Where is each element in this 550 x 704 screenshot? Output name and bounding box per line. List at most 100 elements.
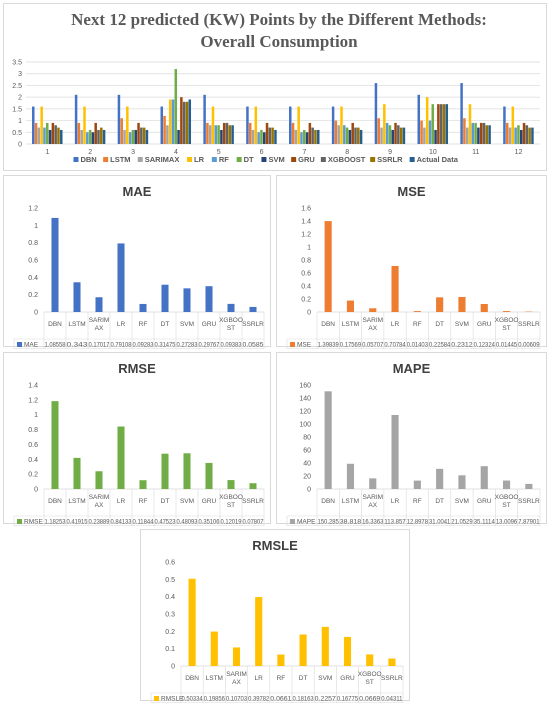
legend-label: RF — [219, 155, 229, 164]
bar-xgboost — [54, 125, 57, 144]
bar-rf — [139, 303, 147, 312]
legend-swatch — [154, 696, 159, 701]
bar-xgboost — [482, 122, 486, 144]
bar-lr — [168, 99, 172, 144]
x-tick-label: XGBOO — [219, 317, 243, 324]
y-tick-label: 140 — [299, 396, 311, 403]
x-tick-label: SVM — [180, 321, 194, 328]
bar-lstm — [346, 300, 355, 312]
bar-rf — [43, 127, 46, 144]
x-tick-label: SARIM — [362, 317, 383, 324]
data-table-value: 0.47523 — [155, 519, 177, 526]
data-table-value: 0.12019 — [221, 519, 243, 526]
bar-lstm — [463, 118, 466, 144]
x-tick-label: DBN — [48, 321, 62, 328]
x-tick-label: SARIM — [362, 494, 383, 501]
x-tick-label: DBN — [48, 498, 62, 505]
bar-dbn — [324, 391, 332, 489]
x-tick-label: GRU — [340, 675, 355, 682]
bar-svm — [183, 453, 191, 489]
x-tick-label: ST — [502, 502, 510, 509]
bar-svm — [321, 626, 329, 666]
data-table-value: 35.1114 — [474, 519, 496, 526]
bar-dbn — [460, 83, 463, 144]
data-table-value: 0.27283 — [177, 342, 199, 349]
bar-svm — [348, 129, 352, 144]
x-tick-label: DBN — [321, 321, 335, 328]
bar-rf — [139, 480, 147, 489]
bar-ssrlr — [399, 127, 403, 144]
data-table-value: 0.2312 — [451, 342, 473, 349]
bar-gru — [522, 122, 526, 144]
x-tick-label: ST — [366, 679, 374, 686]
bar-dt — [174, 69, 178, 144]
x-tick-label: 2 — [88, 149, 92, 156]
bar-xgboost — [502, 311, 511, 312]
x-tick-label: AX — [232, 679, 241, 686]
x-tick-label: SVM — [455, 498, 469, 505]
bar-dt — [161, 453, 169, 489]
legend-label: GRU — [298, 155, 315, 164]
bar-lr — [383, 104, 386, 144]
data-table-value: 31.0041 — [429, 519, 451, 526]
y-tick-label: 1 — [18, 118, 22, 125]
bar-dbn — [188, 578, 196, 666]
x-tick-label: SVM — [455, 321, 469, 328]
bar-ssrlr — [249, 483, 257, 489]
bar-svm — [477, 127, 480, 144]
rmsle-chart-svg: 0 0.1 0.2 0.3 0.4 0.5 0.6 DBN 0.50334 LSTM 0.19856… — [150, 560, 404, 703]
x-tick-label: 12 — [515, 149, 523, 156]
x-tick-label: 7 — [302, 149, 306, 156]
bar-sarimax — [80, 129, 83, 144]
y-tick-label: 0.6 — [165, 560, 175, 567]
bar-actual-data — [488, 125, 491, 144]
legend-swatch — [187, 157, 193, 162]
bar-xgboost — [366, 654, 374, 666]
x-tick-label: 10 — [429, 149, 437, 156]
bar-dbn — [324, 221, 332, 312]
x-tick-label: GRU — [477, 498, 492, 505]
rmse-chart-title: RMSE — [118, 361, 156, 376]
legend-swatch — [211, 157, 217, 162]
data-table-value: 0.31475 — [155, 342, 177, 349]
bar-rf — [514, 127, 517, 144]
legend-label: SSRLR — [377, 155, 403, 164]
data-table-value: 0.17017 — [89, 342, 111, 349]
bar-ssrlr — [485, 125, 489, 144]
mae-chart-panel: MAE 0 0.2 0.4 0.6 0.8 1 1.2 DBN 1.08558 LSTM 0.343… — [3, 175, 271, 349]
bar-svm — [262, 132, 266, 144]
bar-lstm — [73, 457, 81, 489]
mse-chart-title: MSE — [397, 184, 426, 199]
mse-chart-svg: 0 0.2 0.4 0.6 0.8 1 1.2 1.4 1.6 DBN 1.39839 LSTM 0.1… — [286, 206, 541, 349]
legend-swatch — [290, 519, 295, 524]
bar-lstm — [377, 118, 380, 144]
legend-label: SARIMAX — [145, 155, 180, 164]
x-tick-label: XGBOO — [358, 671, 382, 678]
y-tick-label: 1.6 — [301, 206, 311, 213]
rmsle-chart-title: RMSLE — [252, 538, 298, 553]
legend-swatch — [290, 342, 295, 347]
x-tick-label: LR — [117, 498, 126, 505]
bar-lstm — [163, 115, 166, 144]
data-table-value: 0.12324 — [474, 342, 496, 349]
x-tick-label: LR — [117, 321, 126, 328]
x-tick-label: XGBOO — [495, 317, 519, 324]
bar-ssrlr — [314, 129, 317, 144]
bar-gru — [437, 104, 440, 144]
x-tick-label: SSRLR — [518, 498, 540, 505]
data-table-value: 0.07807 — [243, 519, 265, 526]
y-tick-label: 0.6 — [28, 258, 38, 265]
legend-swatch — [320, 157, 326, 162]
x-tick-label: SSRLR — [242, 321, 264, 328]
bar-gru — [94, 122, 97, 144]
y-tick-label: 0.1 — [165, 646, 175, 653]
bar-lstm — [210, 631, 218, 666]
data-table-value: 0.29767 — [199, 342, 221, 349]
x-tick-label: 6 — [260, 149, 264, 156]
legend-label: RMSLE — [161, 696, 184, 703]
bar-gru — [480, 303, 488, 312]
bar-dt — [217, 125, 220, 144]
bar-dbn — [160, 106, 164, 144]
bar-rf — [214, 125, 218, 144]
